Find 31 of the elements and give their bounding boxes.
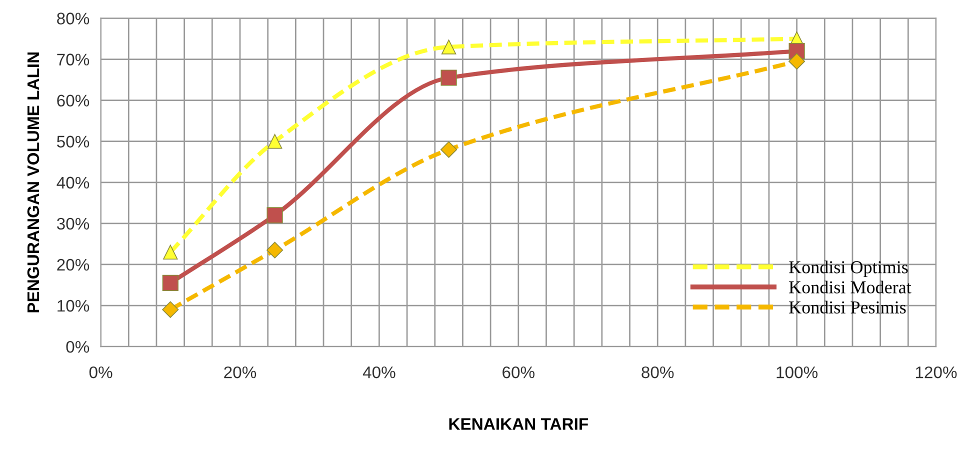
x-tick-label: 120% xyxy=(916,366,957,378)
y-tick-label: 40% xyxy=(56,176,90,189)
x-tick-label: 40% xyxy=(362,366,396,378)
point xyxy=(441,40,456,54)
point xyxy=(162,301,179,318)
point xyxy=(163,244,178,260)
point xyxy=(440,141,458,158)
x-tick-label: 100% xyxy=(776,366,818,378)
x-tick-label: 80% xyxy=(642,366,674,378)
y-tick-label: 20% xyxy=(57,258,90,271)
point xyxy=(266,207,283,224)
point xyxy=(267,134,282,149)
point xyxy=(788,53,806,70)
y-tick-label: 0% xyxy=(66,340,90,353)
y-tick-label: 50% xyxy=(57,136,90,148)
x-tick-label: 60% xyxy=(502,366,534,378)
y-tick-label: 70% xyxy=(57,54,90,66)
point xyxy=(162,274,178,292)
y-tick-label: 10% xyxy=(58,300,90,312)
x-axis-title: KENAIKAN TARIF xyxy=(449,418,588,430)
point xyxy=(266,242,284,258)
y-axis-title: PENGURANGAN VOLUME LALIN xyxy=(27,52,40,312)
y-tick-label: 60% xyxy=(57,94,90,107)
point xyxy=(440,70,457,86)
x-tick-label: 0% xyxy=(89,366,112,378)
legend-label: Kondisi Pesimis xyxy=(789,300,906,314)
y-tick-label: 80% xyxy=(57,12,90,24)
legend-label: Kondisi Moderat xyxy=(789,280,912,294)
x-tick-label: 20% xyxy=(224,366,256,378)
y-tick-label: 30% xyxy=(56,218,90,230)
legend-label: Kondisi Optimis xyxy=(789,260,908,277)
